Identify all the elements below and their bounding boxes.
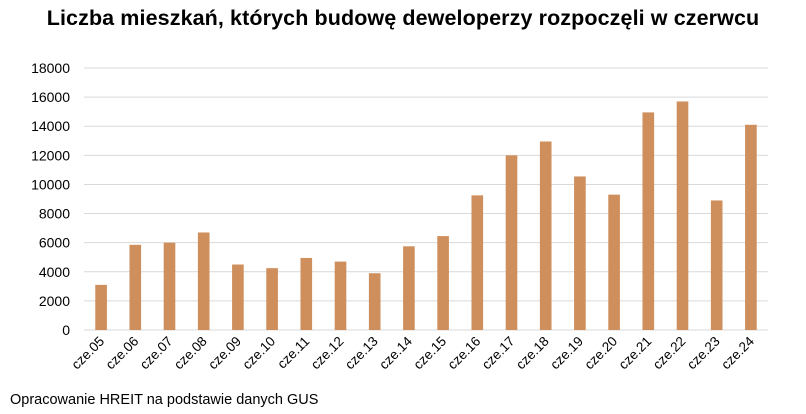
- bar-chart: 0 2000 4000 6000 8000 10000 12000 14000 16000 180…: [31, 60, 768, 372]
- x-tick-label: cze.17: [479, 334, 518, 373]
- bar: [505, 155, 518, 330]
- x-tick-label: cze.21: [616, 334, 655, 373]
- bar: [300, 257, 313, 330]
- y-tick-label: 6000: [39, 235, 70, 251]
- x-tick-label: cze.09: [205, 334, 244, 373]
- y-tick-label: 4000: [39, 264, 70, 280]
- bar: [163, 242, 176, 330]
- y-tick-label: 14000: [31, 118, 70, 134]
- x-tick-label: cze.24: [718, 333, 757, 372]
- x-tick-label: cze.07: [137, 334, 176, 373]
- x-tick-label: cze.13: [342, 334, 381, 373]
- bar: [129, 244, 142, 330]
- bar: [368, 273, 381, 330]
- x-tick-label: cze.20: [581, 334, 620, 373]
- bar: [574, 176, 586, 330]
- bars: [95, 101, 757, 331]
- x-tick-label: cze.08: [171, 334, 210, 373]
- x-tick-label: cze.23: [684, 334, 723, 373]
- bar: [334, 261, 347, 330]
- bar: [539, 141, 552, 330]
- y-tick-label: 8000: [39, 206, 70, 222]
- x-tick-label: cze.19: [547, 334, 586, 373]
- x-axis: cze.05cze.06cze.07cze.08cze.09cze.10cze.…: [68, 333, 757, 372]
- chart-title: Liczba mieszkań, których budowę dewelope…: [46, 6, 760, 30]
- y-axis: 0 2000 4000 6000 8000 10000 12000 14000 16000 180…: [31, 60, 70, 338]
- x-tick-label: cze.11: [274, 334, 312, 372]
- y-tick-label: 10000: [31, 176, 70, 192]
- bar: [403, 246, 415, 330]
- bar: [232, 264, 244, 330]
- y-tick-label: 0: [62, 322, 70, 338]
- bar: [710, 200, 723, 330]
- bar: [608, 194, 620, 330]
- x-tick-label: cze.10: [239, 334, 278, 373]
- y-tick-label: 16000: [31, 89, 70, 105]
- x-tick-label: cze.16: [445, 334, 484, 373]
- x-tick-label: cze.15: [410, 334, 449, 373]
- bar: [745, 124, 757, 331]
- x-tick-label: cze.14: [376, 333, 415, 372]
- bar: [95, 284, 107, 330]
- bar: [676, 101, 689, 330]
- x-tick-label: cze.06: [103, 334, 142, 373]
- bar: [471, 195, 484, 330]
- source-note: Opracowanie HREIT na podstawie danych GU…: [10, 392, 319, 408]
- x-tick-label: cze.18: [513, 334, 552, 373]
- x-tick-label: cze.12: [308, 334, 347, 373]
- bar: [642, 112, 655, 331]
- gridlines: [84, 67, 768, 331]
- y-tick-label: 18000: [31, 60, 70, 76]
- x-tick-label: cze.05: [68, 334, 107, 373]
- bar: [266, 268, 278, 330]
- y-tick-label: 12000: [31, 147, 70, 163]
- bar: [437, 236, 449, 330]
- x-tick-label: cze.22: [650, 334, 689, 373]
- y-tick-label: 2000: [39, 293, 70, 309]
- bar: [197, 232, 210, 330]
